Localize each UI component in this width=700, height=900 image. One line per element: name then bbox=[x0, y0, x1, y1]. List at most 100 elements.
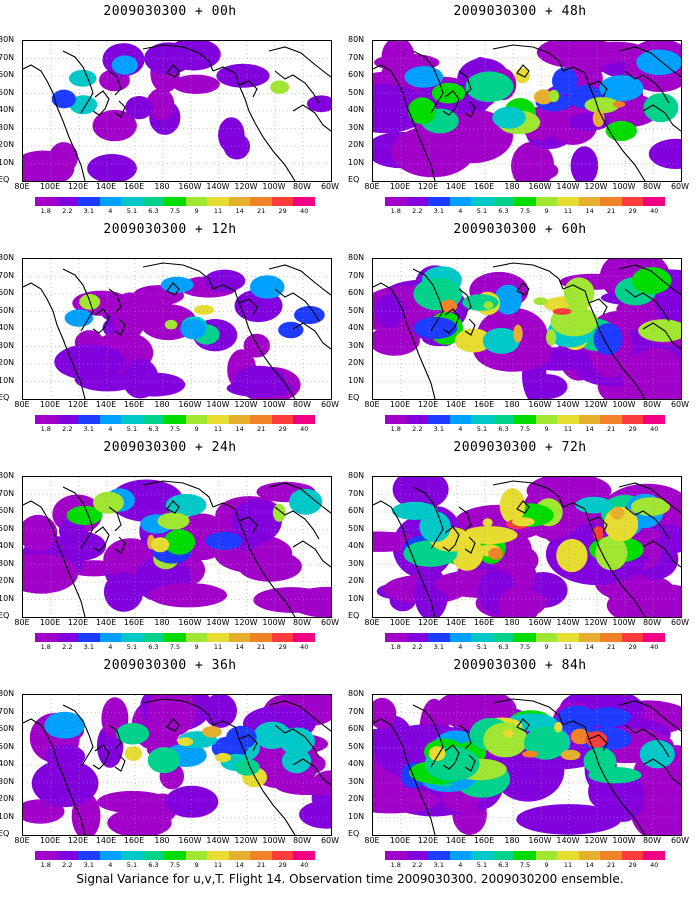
lon-tick-label: 80E bbox=[364, 400, 380, 409]
coastline bbox=[238, 516, 258, 534]
variance-region bbox=[148, 583, 227, 608]
variance-region bbox=[172, 74, 220, 94]
coastline bbox=[92, 90, 110, 116]
lat-tick-label: 40N bbox=[348, 541, 365, 550]
coastline bbox=[274, 288, 320, 322]
lat-tick-label: 20N bbox=[348, 794, 365, 803]
colorbar-swatch bbox=[428, 633, 450, 642]
colorbar-label: 3.1 bbox=[83, 861, 95, 869]
lat-tick-label: 80N bbox=[348, 35, 365, 44]
colorbar-swatch bbox=[207, 851, 229, 860]
colorbar-swatch bbox=[293, 415, 315, 424]
variance-region bbox=[584, 97, 620, 114]
colorbar-swatch bbox=[78, 415, 100, 424]
colorbar-swatch bbox=[164, 851, 186, 860]
lon-tick-label: 160W bbox=[178, 836, 202, 845]
lon-tick-label: 80E bbox=[364, 182, 380, 191]
coastline bbox=[562, 502, 646, 617]
lon-tick-label: 100E bbox=[39, 618, 61, 627]
lon-tick-label: 160E bbox=[473, 400, 495, 409]
colorbar-label: 7.5 bbox=[519, 643, 531, 651]
colorbar-swatch bbox=[185, 197, 208, 206]
variance-peak bbox=[546, 329, 557, 346]
colorbar-label: 40 bbox=[650, 425, 659, 433]
map-panel: 2009030300 + 00h 80N 70N 60N 50N 40N 30N 20N 10N… bbox=[0, 0, 340, 215]
lon-tick-label: 80E bbox=[14, 836, 30, 845]
variance-peak bbox=[570, 728, 591, 745]
lat-tick-label: 10N bbox=[0, 375, 15, 385]
colorbar-label: 14 bbox=[235, 207, 244, 215]
colorbar-label: 3.1 bbox=[83, 643, 95, 651]
lat-tick-label: EQ bbox=[0, 829, 10, 838]
variance-region bbox=[281, 748, 312, 774]
coastline bbox=[108, 506, 122, 532]
coastline bbox=[618, 700, 681, 732]
coastline bbox=[642, 758, 681, 786]
colorbar-label: 21 bbox=[257, 643, 266, 651]
coastline bbox=[274, 724, 320, 758]
colorbar-swatch bbox=[406, 633, 429, 642]
lon-tick-label: 80W bbox=[292, 618, 312, 627]
lon-tick-label: 80W bbox=[642, 836, 662, 845]
colorbar-label: 9 bbox=[544, 425, 549, 433]
variance-region bbox=[23, 150, 75, 181]
variance-peak bbox=[554, 721, 563, 733]
coastline bbox=[588, 734, 608, 752]
colorbar-swatch bbox=[99, 415, 122, 424]
coastline bbox=[624, 506, 670, 540]
lon-tick-label: 140E bbox=[445, 836, 467, 845]
colorbar-swatch bbox=[121, 415, 143, 424]
colorbar-swatch bbox=[557, 851, 579, 860]
lon-tick-label: 100W bbox=[262, 618, 286, 627]
lat-tick-label: EQ bbox=[0, 611, 10, 620]
coastline bbox=[412, 50, 444, 114]
variance-region bbox=[373, 325, 420, 356]
colorbar-swatch bbox=[385, 197, 407, 206]
colorbar-swatch bbox=[557, 197, 579, 206]
colorbar-swatch bbox=[621, 851, 644, 860]
coastline bbox=[292, 322, 331, 350]
colorbar-swatch bbox=[535, 197, 558, 206]
lon-tick-label: 180 bbox=[504, 400, 520, 409]
variance-region bbox=[631, 267, 672, 294]
lat-tick-label: 60N bbox=[348, 724, 365, 733]
lon-tick-label: 180 bbox=[154, 836, 170, 845]
coastline bbox=[516, 718, 530, 732]
colorbar-swatch bbox=[121, 851, 143, 860]
lon-tick-label: 100W bbox=[612, 836, 636, 845]
coastline bbox=[212, 720, 296, 835]
lon-tick-label: 120E bbox=[67, 618, 89, 627]
coastline bbox=[442, 526, 460, 552]
lat-tick-label: 30N bbox=[0, 122, 15, 132]
variance-region bbox=[233, 365, 285, 393]
lat-tick-label: 60N bbox=[348, 288, 365, 297]
lon-tick-label: 120E bbox=[67, 400, 89, 409]
colorbar-swatch bbox=[185, 851, 208, 860]
variance-peak bbox=[488, 547, 503, 560]
variance-region bbox=[483, 722, 528, 758]
colorbar-swatch bbox=[121, 633, 143, 642]
variance-region bbox=[147, 747, 181, 774]
variance-peak bbox=[177, 737, 194, 747]
lat-tick-label: 40N bbox=[348, 105, 365, 114]
variance-region bbox=[124, 293, 173, 326]
lon-tick-label: 60W bbox=[670, 836, 690, 845]
coastline bbox=[618, 482, 681, 514]
lat-tick-label: 40N bbox=[0, 323, 15, 332]
lon-tick-label: 140W bbox=[206, 618, 230, 627]
colorbar-label: 6.3 bbox=[498, 861, 509, 869]
colorbar-label: 14 bbox=[235, 643, 244, 651]
colorbar-label: 11 bbox=[213, 207, 223, 215]
variance-region bbox=[204, 269, 246, 292]
variance-region bbox=[556, 538, 588, 573]
colorbar-swatch bbox=[600, 415, 622, 424]
colorbar-label: 29 bbox=[278, 643, 287, 651]
coastline bbox=[108, 288, 122, 314]
coastline bbox=[142, 698, 214, 726]
colorbar-label: 29 bbox=[628, 207, 637, 215]
lon-tick-label: 140E bbox=[95, 182, 117, 191]
colorbar-label: 2.2 bbox=[412, 207, 423, 215]
variance-region bbox=[605, 120, 637, 141]
colorbar-swatch bbox=[643, 415, 665, 424]
lat-tick-label: 10N bbox=[348, 593, 365, 603]
